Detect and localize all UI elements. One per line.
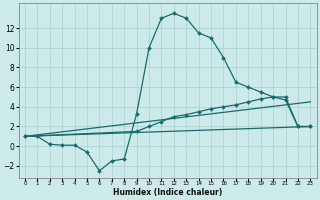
X-axis label: Humidex (Indice chaleur): Humidex (Indice chaleur) <box>113 188 222 197</box>
